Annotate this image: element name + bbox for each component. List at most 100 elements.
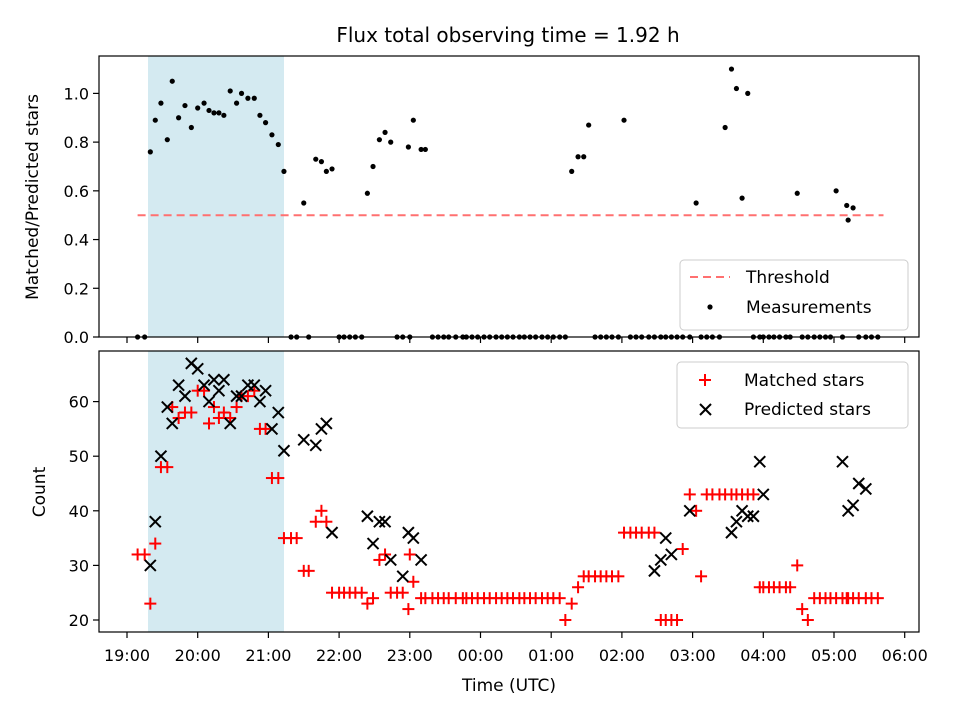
ratio-axes-frame: [98, 55, 920, 338]
matched-star-marker: [230, 401, 243, 414]
predicted-star-marker: [747, 510, 760, 523]
measurement-point: [722, 124, 728, 131]
predicted-star-marker: [836, 455, 849, 468]
shaded-region: [148, 351, 284, 632]
predicted-star-marker: [191, 362, 204, 376]
predicted-star-marker: [407, 531, 420, 545]
predicted-star-marker: [852, 477, 865, 490]
y-tick-label: 0.4: [64, 231, 89, 250]
ratio-legend: Threshold Measurements: [679, 259, 909, 331]
measurement-point: [586, 122, 592, 128]
count-panel: 20 30 40 50 60 19:00 20:00 21:00 22:00 23:00 00:0…: [30, 350, 928, 696]
matched-star-marker: [695, 570, 708, 583]
matched-star-marker: [355, 586, 368, 599]
matched-star-marker: [396, 586, 409, 599]
measurement-point: [238, 90, 245, 96]
y-tick-label: 40: [69, 502, 89, 521]
y-tick-label: 20: [69, 611, 89, 630]
measurement-point: [281, 168, 287, 174]
matched-star-marker: [361, 597, 374, 610]
predicted-star-marker: [197, 379, 211, 392]
count-y-ticks: 20 30 40 50 60: [69, 393, 99, 630]
x-tick-label: 03:00: [670, 646, 716, 665]
measurement-point: [221, 112, 227, 118]
matched-star-marker: [217, 406, 230, 419]
matched-star-marker: [801, 614, 814, 626]
predicted-star-marker: [272, 406, 285, 419]
matched-star-marker: [690, 504, 703, 517]
predicted-star-marker: [166, 417, 179, 430]
y-tick-label: 0.2: [64, 279, 89, 298]
count-legend-box: [676, 361, 909, 429]
matched-star-marker: [379, 548, 392, 561]
count-x-ticks: 19:00 20:00 21:00 22:00 23:00 00:00 01:00 02:00…: [104, 632, 928, 665]
predicted-star-marker: [730, 515, 743, 528]
predicted-star-marker: [753, 455, 766, 468]
matched-star-marker: [871, 592, 884, 605]
matched-star-marker: [572, 581, 585, 594]
matched-star-marker: [403, 548, 416, 561]
measurement-point: [169, 78, 175, 84]
predicted-star-marker: [665, 548, 678, 561]
predicted-star-marker: [648, 564, 661, 578]
y-tick-label: 50: [69, 447, 89, 466]
matched-star-marker: [290, 532, 303, 545]
matched-star-marker: [402, 603, 415, 616]
predicted-star-marker: [144, 559, 157, 572]
measurement-point: [845, 217, 851, 223]
measurement-point: [745, 90, 751, 96]
matched-star-marker: [367, 592, 380, 605]
measurement-point: [269, 132, 275, 138]
x-tick-label: 06:00: [882, 646, 928, 665]
measurement-point: [370, 163, 376, 170]
measurement-point: [739, 195, 745, 201]
matched-star-marker: [203, 417, 216, 430]
measurement-point: [275, 141, 281, 148]
measurement-point: [581, 154, 587, 160]
predicted-star-marker: [373, 515, 386, 528]
predicted-star-marker: [361, 510, 374, 523]
legend-predicted-label: Predicted stars: [744, 400, 871, 420]
y-tick-label: 0.8: [64, 133, 89, 152]
legend-threshold-label: Threshold: [745, 268, 830, 288]
chart-title: Flux total observing time = 1.92 h: [336, 23, 679, 47]
measurement-point: [621, 117, 627, 123]
predicted-star-marker: [224, 417, 237, 430]
predicted-star-marker: [741, 510, 754, 523]
x-tick-label: 21:00: [245, 646, 291, 665]
measurement-point: [575, 154, 581, 160]
matched-star-marker: [172, 411, 185, 424]
predicted-star-marker: [396, 570, 409, 583]
x-tick-label: 19:00: [104, 646, 150, 665]
measurement-point: [733, 85, 740, 92]
predicted-star-marker: [654, 553, 667, 567]
matched-star-marker: [309, 515, 322, 528]
predicted-star-marker: [172, 379, 185, 392]
y-tick-label: 1.0: [64, 84, 89, 103]
measurement-point: [693, 200, 699, 206]
matched-star-marker: [272, 472, 285, 485]
matched-star-marker: [185, 406, 198, 419]
predicted-star-marker: [212, 384, 226, 397]
shaded-region: [148, 56, 284, 337]
measurement-point: [569, 168, 575, 174]
measurement-point: [364, 190, 370, 196]
x-tick-label: 22:00: [316, 646, 362, 665]
y-tick-label: 60: [69, 393, 89, 412]
matched-star-marker: [224, 411, 237, 424]
ratio-y-ticks: 0.0 0.2 0.4 0.6 0.8 1.0: [64, 84, 99, 347]
matched-star-marker: [683, 488, 696, 501]
y-tick-label: 0.6: [64, 182, 89, 201]
measurement-point: [422, 146, 428, 153]
matched-star-marker: [559, 614, 572, 626]
measurement-point: [376, 137, 382, 143]
count-legend: Matched stars Predicted stars: [676, 361, 909, 429]
matched-star-marker: [676, 543, 689, 556]
measurement-point: [301, 200, 307, 206]
measurement-point: [147, 149, 153, 155]
matched-star-markers: [131, 384, 884, 626]
count-y-axis-label: Count: [30, 466, 50, 517]
matched-star-marker: [149, 537, 162, 550]
